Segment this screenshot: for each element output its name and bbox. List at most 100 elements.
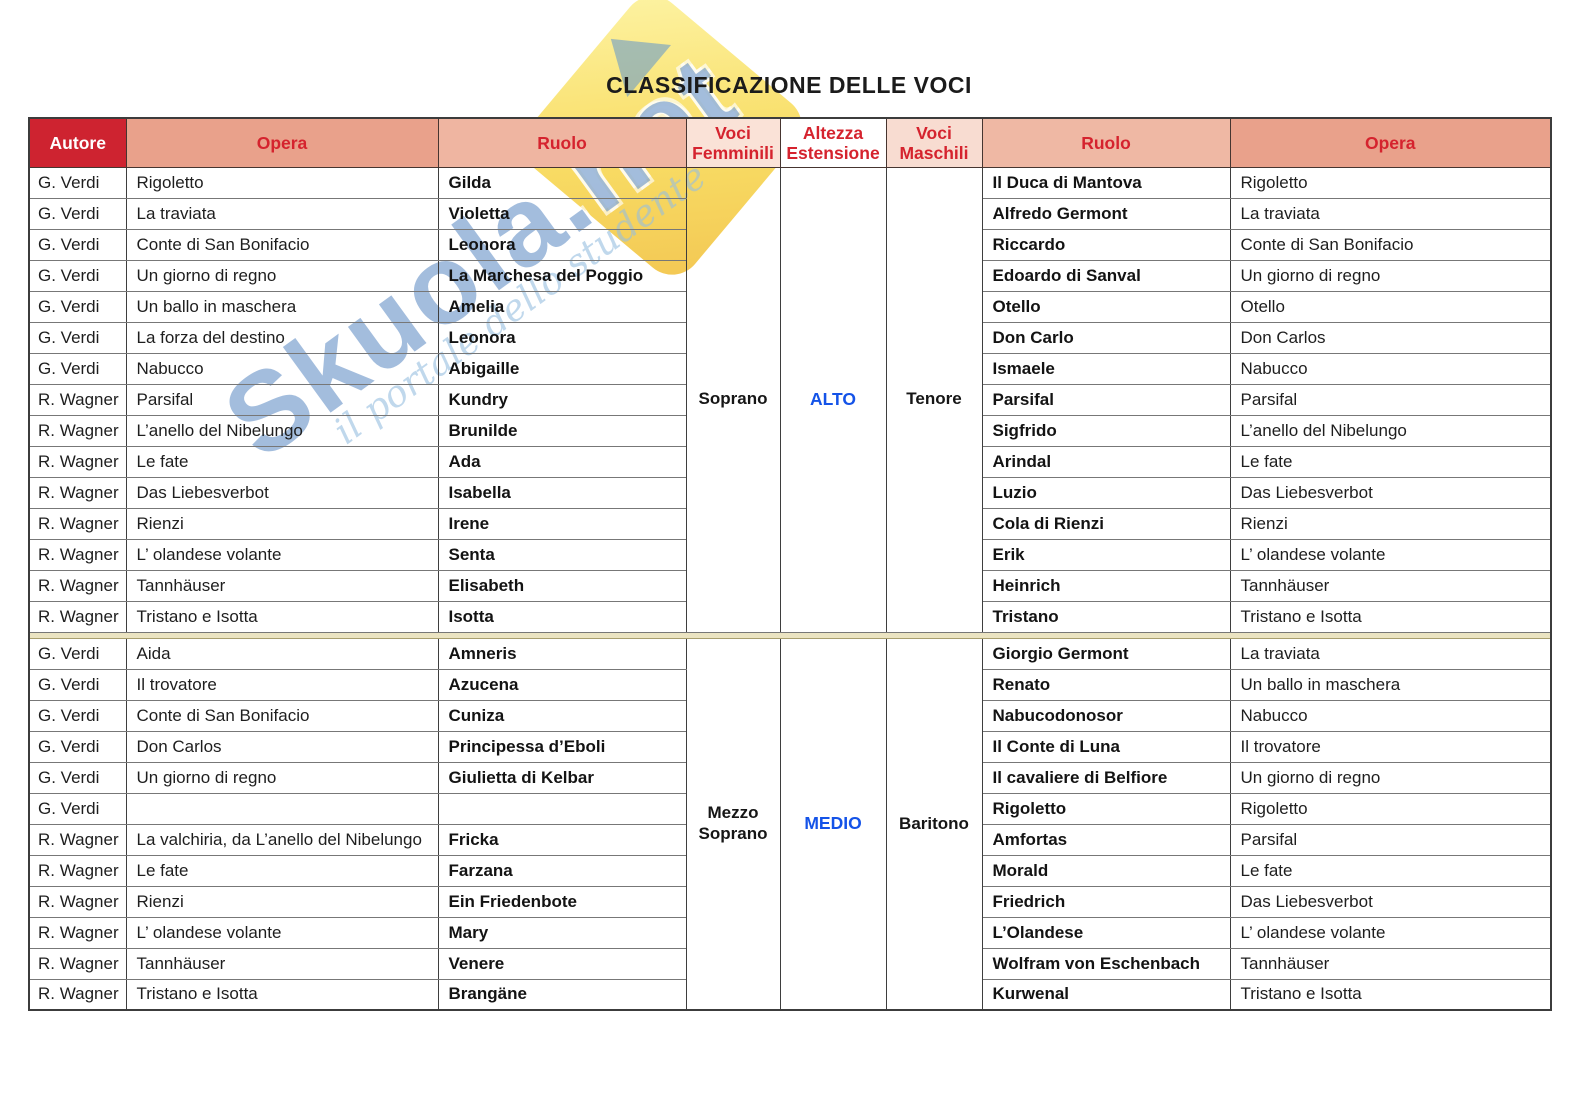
cell-ruolo: Abigaille xyxy=(437,352,687,385)
cell-opera: Don Carlos xyxy=(125,730,439,763)
cell-ruolo-maschile: Amfortas xyxy=(981,823,1231,856)
table-row: R. Wagner Tannhäuser Venere Wolfram von Esc… xyxy=(28,947,1552,980)
cell-opera: Tristano e Isotta xyxy=(125,600,439,633)
cell-opera-maschile: Conte di San Bonifacio xyxy=(1229,228,1552,261)
cell-autore: R. Wagner xyxy=(28,507,127,540)
cell-opera-maschile: L’ olandese volante xyxy=(1229,916,1552,949)
header-altezza-estensione: Altezza Estensione xyxy=(779,117,887,168)
cell-ruolo-maschile: Arindal xyxy=(981,445,1231,478)
cell-opera: Il trovatore xyxy=(125,668,439,701)
table-row: R. Wagner Rienzi Ein Friedenbote Friedrich D… xyxy=(28,885,1552,918)
cell-opera: Un ballo in maschera xyxy=(125,290,439,323)
cell-opera-maschile: Il trovatore xyxy=(1229,730,1552,763)
cell-autore: R. Wagner xyxy=(28,854,127,887)
range-cell: ALTO xyxy=(779,166,887,633)
cell-ruolo: Mary xyxy=(437,916,687,949)
cell-autore: G. Verdi xyxy=(28,259,127,292)
table-row: G. Verdi Conte di San Bonifacio Cuniza Nabu… xyxy=(28,699,1552,732)
table-row: G. Verdi Il trovatore Azucena Renato Un ball… xyxy=(28,668,1552,701)
table-row: R. Wagner Le fate Ada Arindal Le fate xyxy=(28,445,1552,478)
cell-opera-maschile: Le fate xyxy=(1229,854,1552,887)
cell-ruolo: Gilda xyxy=(437,166,687,199)
cell-autore: G. Verdi xyxy=(28,730,127,763)
cell-opera-maschile: Un ballo in maschera xyxy=(1229,668,1552,701)
cell-opera: Un giorno di regno xyxy=(125,761,439,794)
cell-autore: R. Wagner xyxy=(28,885,127,918)
cell-ruolo-maschile: Friedrich xyxy=(981,885,1231,918)
cell-autore: G. Verdi xyxy=(28,761,127,794)
header-row: Autore Opera Ruolo Voci Femminili Altezz… xyxy=(28,117,1552,168)
cell-opera: Conte di San Bonifacio xyxy=(125,699,439,732)
cell-ruolo-maschile: Wolfram von Eschenbach xyxy=(981,947,1231,980)
cell-opera-maschile: Parsifal xyxy=(1229,383,1552,416)
cell-ruolo: Ada xyxy=(437,445,687,478)
cell-autore: G. Verdi xyxy=(28,792,127,825)
cell-opera: Tannhäuser xyxy=(125,569,439,602)
table-row: G. Verdi Un giorno di regno Giulietta di K… xyxy=(28,761,1552,794)
cell-ruolo: Brunilde xyxy=(437,414,687,447)
cell-ruolo-maschile: Erik xyxy=(981,538,1231,571)
cell-autore: G. Verdi xyxy=(28,228,127,261)
cell-opera-maschile: Nabucco xyxy=(1229,699,1552,732)
table-row: G. Verdi La traviata Violetta Alfredo Germo… xyxy=(28,197,1552,230)
cell-ruolo: Isotta xyxy=(437,600,687,633)
cell-ruolo-maschile: Nabucodonosor xyxy=(981,699,1231,732)
cell-ruolo: Irene xyxy=(437,507,687,540)
cell-ruolo: Violetta xyxy=(437,197,687,230)
cell-ruolo: Ein Friedenbote xyxy=(437,885,687,918)
cell-opera: Tristano e Isotta xyxy=(125,978,439,1011)
cell-opera-maschile: Rigoletto xyxy=(1229,792,1552,825)
cell-ruolo-maschile: Rigoletto xyxy=(981,792,1231,825)
cell-ruolo: Giulietta di Kelbar xyxy=(437,761,687,794)
cell-opera-maschile: Otello xyxy=(1229,290,1552,323)
table-row: R. Wagner Das Liebesverbot Isabella Luzio Da… xyxy=(28,476,1552,509)
header-opera-left: Opera xyxy=(125,117,439,168)
cell-opera: Das Liebesverbot xyxy=(125,476,439,509)
cell-ruolo-maschile: Heinrich xyxy=(981,569,1231,602)
cell-ruolo-maschile: Cola di Rienzi xyxy=(981,507,1231,540)
cell-ruolo-maschile: Tristano xyxy=(981,600,1231,633)
table-row: R. Wagner Le fate Farzana Morald Le fate xyxy=(28,854,1552,887)
table-row: R. Wagner Tristano e Isotta Isotta Tristano… xyxy=(28,600,1552,633)
table-row: G. Verdi Aida Amneris Mezzo Soprano MEDIO Bar… xyxy=(28,637,1552,1011)
cell-autore: G. Verdi xyxy=(28,197,127,230)
cell-ruolo: Principessa d’Eboli xyxy=(437,730,687,763)
cell-ruolo: Amneris xyxy=(437,637,687,670)
cell-ruolo-maschile: Don Carlo xyxy=(981,321,1231,354)
table-row: R. Wagner Tristano e Isotta Brangäne Kurwen… xyxy=(28,978,1552,1011)
cell-opera: Aida xyxy=(125,637,439,670)
cell-autore: R. Wagner xyxy=(28,947,127,980)
range-cell: MEDIO xyxy=(779,637,887,1011)
table-row: G. Verdi Rigoletto Gilda Soprano ALTO Tenore I… xyxy=(28,166,1552,633)
cell-opera: Rienzi xyxy=(125,507,439,540)
cell-autore: R. Wagner xyxy=(28,383,127,416)
cell-opera: Conte di San Bonifacio xyxy=(125,228,439,261)
voices-table: Autore Opera Ruolo Voci Femminili Altezz… xyxy=(28,117,1552,1011)
cell-opera-maschile: La traviata xyxy=(1229,197,1552,230)
cell-opera xyxy=(125,792,439,825)
cell-opera-maschile: Rigoletto xyxy=(1229,166,1552,199)
cell-ruolo-maschile: Giorgio Germont xyxy=(981,637,1231,670)
table-row: R. Wagner Rienzi Irene Cola di Rienzi Rienzi xyxy=(28,507,1552,540)
cell-ruolo: Farzana xyxy=(437,854,687,887)
cell-opera: La valchiria, da L’anello del Nibelungo xyxy=(125,823,439,856)
cell-ruolo: Venere xyxy=(437,947,687,980)
cell-opera-maschile: Don Carlos xyxy=(1229,321,1552,354)
cell-ruolo xyxy=(437,792,687,825)
cell-autore: G. Verdi xyxy=(28,321,127,354)
cell-autore: G. Verdi xyxy=(28,637,127,670)
cell-opera-maschile: L’anello del Nibelungo xyxy=(1229,414,1552,447)
header-autore: Autore xyxy=(28,117,127,168)
cell-opera: L’ olandese volante xyxy=(125,916,439,949)
cell-ruolo: Senta xyxy=(437,538,687,571)
cell-opera: La traviata xyxy=(125,197,439,230)
cell-ruolo-maschile: L’Olandese xyxy=(981,916,1231,949)
cell-opera: Rienzi xyxy=(125,885,439,918)
cell-autore: G. Verdi xyxy=(28,352,127,385)
cell-opera: Parsifal xyxy=(125,383,439,416)
cell-ruolo: Brangäne xyxy=(437,978,687,1011)
cell-autore: R. Wagner xyxy=(28,414,127,447)
cell-opera: Le fate xyxy=(125,854,439,887)
cell-ruolo: Leonora xyxy=(437,321,687,354)
cell-ruolo: Cuniza xyxy=(437,699,687,732)
